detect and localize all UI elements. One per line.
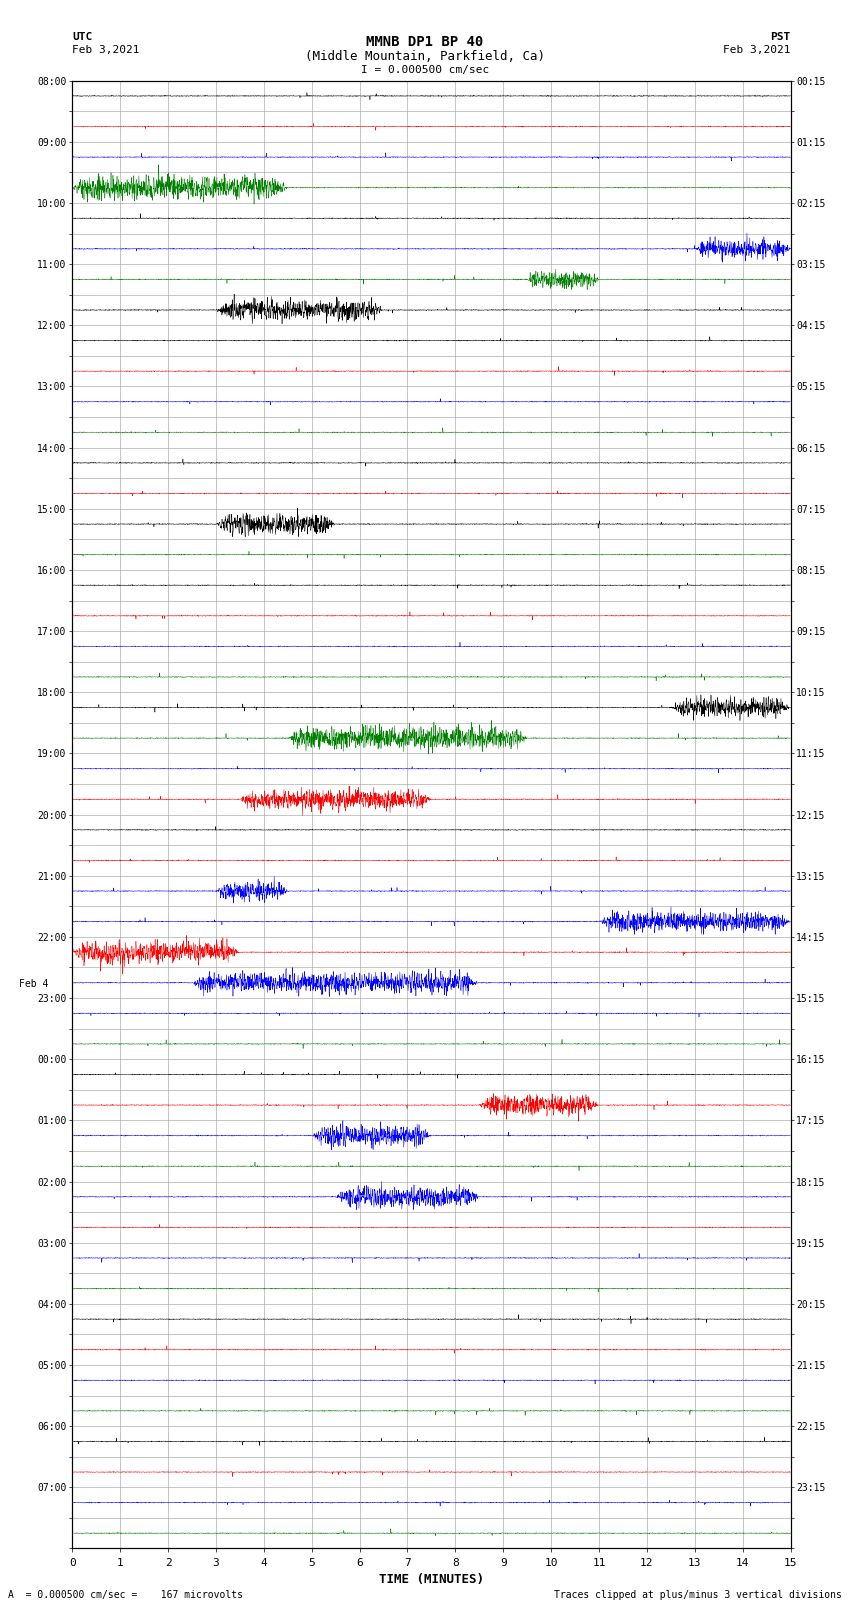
Text: Feb 3,2021: Feb 3,2021 [72,45,139,55]
Text: (Middle Mountain, Parkfield, Ca): (Middle Mountain, Parkfield, Ca) [305,50,545,63]
Text: Traces clipped at plus/minus 3 vertical divisions: Traces clipped at plus/minus 3 vertical … [553,1590,842,1600]
X-axis label: TIME (MINUTES): TIME (MINUTES) [379,1573,484,1586]
Text: Feb 4: Feb 4 [20,979,48,989]
Text: I = 0.000500 cm/sec: I = 0.000500 cm/sec [361,65,489,74]
Text: Feb 3,2021: Feb 3,2021 [723,45,791,55]
Text: UTC: UTC [72,32,93,42]
Text: PST: PST [770,32,790,42]
Text: A  = 0.000500 cm/sec =    167 microvolts: A = 0.000500 cm/sec = 167 microvolts [8,1590,243,1600]
Text: MMNB DP1 BP 40: MMNB DP1 BP 40 [366,35,484,50]
